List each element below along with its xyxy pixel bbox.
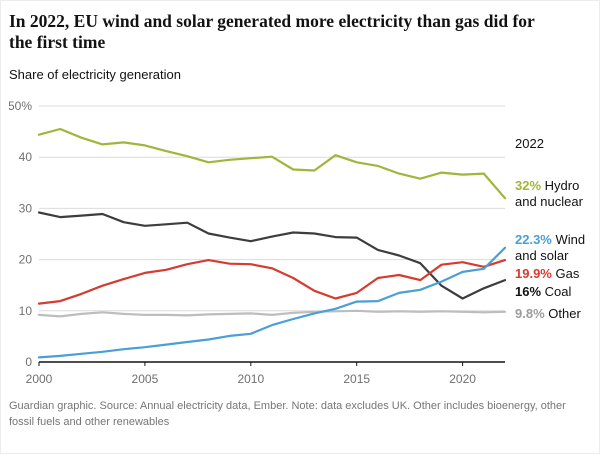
annotation-hydro-nuclear: 32% Hydro and nuclear — [515, 178, 599, 210]
y-tick-label: 30 — [19, 201, 33, 215]
chart-area: 0 10 20 30 40 50% 2000 2005 2010 2015 2020 2022 32… — [9, 94, 600, 394]
chart-card: In 2022, EU wind and solar generated mor… — [1, 1, 599, 431]
other-value: 9.8% — [515, 305, 545, 321]
annotation-gas: 19.9% Gas — [515, 266, 579, 282]
x-tick-label: 2010 — [237, 372, 264, 386]
hydro-nuclear-value: 32% — [515, 177, 542, 193]
y-tick-label: 20 — [19, 252, 33, 266]
annotation-other: 9.8% Other — [515, 306, 581, 322]
gas-label: Gas — [555, 265, 580, 281]
x-tick-label: 2005 — [132, 372, 159, 386]
x-tick-label: 2020 — [449, 372, 476, 386]
coal-label: Coal — [544, 283, 572, 299]
y-tick-label: 0 — [25, 355, 32, 369]
series-line-gas — [37, 258, 507, 305]
annotation-coal: 16% Coal — [515, 284, 571, 300]
y-tick-label: 10 — [19, 303, 33, 317]
chart-subtitle: Share of electricity generation — [9, 66, 181, 82]
x-tick-label: 2000 — [26, 372, 53, 386]
annotation-wind-solar: 22.3% Wind and solar — [515, 232, 599, 264]
line-chart: 0 10 20 30 40 50% 2000 2005 2010 2015 2020 — [9, 99, 507, 386]
coal-value: 16% — [515, 283, 542, 299]
series-line-hydro-and-nuclear — [37, 127, 507, 199]
annotation-year: 2022 — [515, 135, 544, 151]
series-line-wind-and-solar — [37, 246, 507, 359]
hydro-nuclear-label: Hydro and nuclear — [515, 177, 583, 209]
series-line-other — [37, 309, 507, 318]
wind-solar-value: 22.3% — [515, 231, 552, 247]
gas-value: 19.9% — [515, 265, 552, 281]
source-note: Guardian graphic. Source: Annual electri… — [9, 399, 566, 428]
series-line-coal — [37, 211, 507, 300]
x-tick-label: 2015 — [343, 372, 370, 386]
chart-title: In 2022, EU wind and solar generated mor… — [9, 11, 535, 53]
other-label: Other — [548, 305, 581, 321]
y-tick-label: 40 — [19, 150, 33, 164]
wind-solar-label: Wind and solar — [515, 231, 586, 263]
y-tick-label: 50% — [9, 99, 32, 113]
